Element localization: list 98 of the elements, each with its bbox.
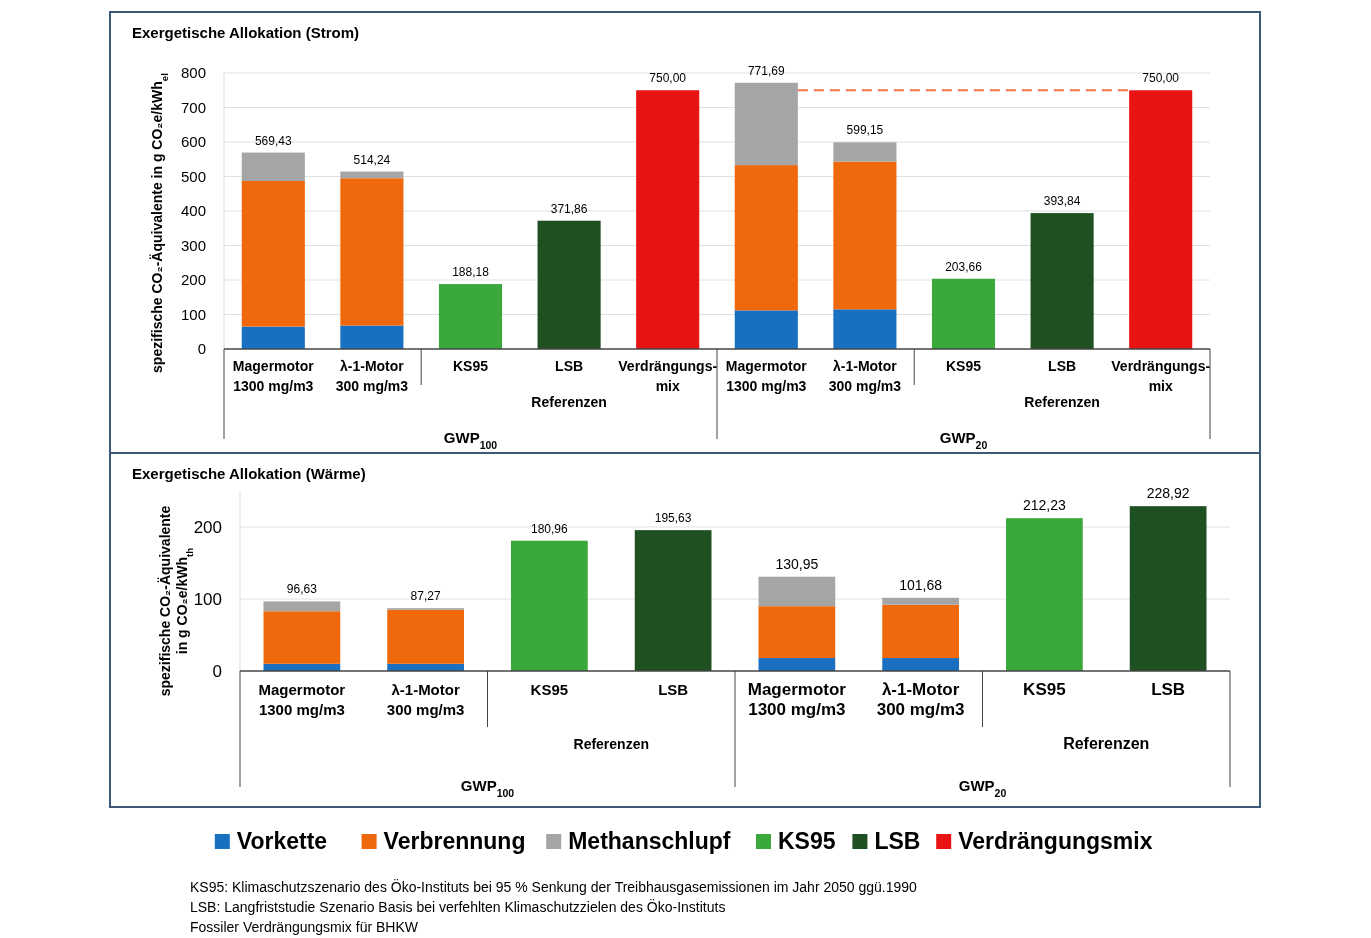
total-label: 212,23 <box>1022 497 1066 514</box>
x-tick-label: LSB <box>555 358 584 374</box>
bar <box>758 658 836 671</box>
x-tick-label: Magermotor 1300 mg/m3 <box>232 358 315 394</box>
text: LSB: Langfriststudie Szenario Basis bei verfehlten Klimaschutzzielen des Öko-Instituts <box>190 898 726 915</box>
legend-label: Methanschlupf <box>568 828 731 854</box>
x-tick-label: KS95 <box>530 681 569 698</box>
bar <box>833 142 897 162</box>
total-label: 750,00 <box>1142 71 1180 86</box>
x-tick-label: LSB <box>1048 358 1077 374</box>
bar <box>758 606 836 659</box>
bar <box>340 325 404 349</box>
bar <box>387 609 464 664</box>
x-tick-label: Magermotor 1300 mg/m3 <box>747 680 847 719</box>
bar <box>882 604 959 659</box>
bar <box>438 284 503 349</box>
bar <box>241 326 305 349</box>
total-label: 130,95 <box>775 555 819 572</box>
legend-label: Verbrennung <box>383 828 526 854</box>
text: GWP$_{20}$ <box>939 429 988 451</box>
bar <box>931 278 996 349</box>
legend-label: Verdrängungsmix <box>958 828 1153 854</box>
y-tick-label: 400 <box>180 202 206 220</box>
total-label: 750,00 <box>649 71 687 86</box>
bar <box>537 220 601 349</box>
y-tick-label: 100 <box>193 589 222 609</box>
bar <box>636 90 700 349</box>
bar <box>734 82 798 166</box>
total-label: 228,92 <box>1146 485 1190 502</box>
text: Referenzen <box>573 736 649 752</box>
bar <box>511 540 588 671</box>
x-tick-label: KS95 <box>452 358 489 374</box>
bar <box>1030 213 1094 349</box>
bar <box>734 165 798 311</box>
legend-label: LSB <box>874 828 921 854</box>
legend-label: Vorkette <box>236 828 328 854</box>
bar <box>1129 90 1193 349</box>
bar <box>882 597 959 605</box>
y-tick-label: 800 <box>180 64 206 82</box>
x-tick-label: Magermotor 1300 mg/m3 <box>725 358 808 394</box>
total-label: 203,66 <box>945 259 983 274</box>
chart-title: Exergetische Allokation (Wärme) <box>132 465 366 482</box>
bar <box>758 576 836 607</box>
x-tick-label: Verdrängungs- mix <box>1111 358 1211 394</box>
bar <box>833 161 897 310</box>
bar <box>241 180 305 327</box>
total-label: 371,86 <box>550 201 588 216</box>
total-label: 599,15 <box>846 123 884 138</box>
text: GWP$_{100}$ <box>443 429 498 451</box>
y-tick-label: 0 <box>212 661 222 681</box>
total-label: 195,63 <box>654 511 692 526</box>
total-label: 393,84 <box>1043 194 1081 209</box>
y-tick-label: 600 <box>180 133 206 151</box>
bar <box>263 611 341 664</box>
bar <box>833 309 897 349</box>
bar <box>340 171 404 179</box>
x-tick-label: λ-1-Motor 300 mg/m3 <box>335 358 409 394</box>
total-label: 188,18 <box>452 265 490 280</box>
y-tick-label: 200 <box>180 271 206 289</box>
bar <box>1129 506 1207 671</box>
total-label: 569,43 <box>254 133 292 148</box>
total-label: 180,96 <box>531 521 569 536</box>
x-tick-label: Magermotor 1300 mg/m3 <box>258 681 346 718</box>
bar <box>734 310 798 349</box>
x-tick-label: KS95 <box>945 358 982 374</box>
total-label: 514,24 <box>353 152 391 167</box>
text: GWP$_{20}$ <box>958 777 1007 799</box>
y-tick-label: 500 <box>180 167 206 185</box>
bar <box>882 658 959 671</box>
text: Referenzen <box>1063 735 1150 752</box>
x-tick-label: λ-1-Motor 300 mg/m3 <box>876 680 965 719</box>
x-tick-label: λ-1-Motor 300 mg/m3 <box>828 358 902 394</box>
total-label: 101,68 <box>899 576 943 593</box>
total-label: 87,27 <box>410 589 441 604</box>
total-label: 96,63 <box>286 582 318 597</box>
bar <box>263 601 341 612</box>
legend-label: KS95 <box>778 828 836 854</box>
y-tick-label: 200 <box>193 517 222 537</box>
x-tick-label: KS95 <box>1023 680 1066 699</box>
chart-title: Exergetische Allokation (Strom) <box>132 24 359 41</box>
text: Referenzen <box>1024 394 1100 410</box>
x-tick-label: LSB <box>1151 680 1186 699</box>
text: Referenzen <box>531 394 607 410</box>
bar <box>634 530 712 671</box>
text: GWP$_{100}$ <box>460 777 515 799</box>
total-label: 771,69 <box>747 63 785 78</box>
bar <box>340 178 404 326</box>
y-tick-label: 100 <box>180 305 206 323</box>
bar <box>241 152 305 181</box>
bar <box>1006 518 1083 671</box>
x-tick-label: LSB <box>658 681 689 698</box>
y-tick-label: 700 <box>180 98 206 116</box>
text: KS95: Klimaschutzszenario des Öko-Instituts bei 95 % Senkung der Treibhausgasemissionen im Jahr 2050 ggü.1990 <box>190 878 918 895</box>
x-tick-label: λ-1-Motor 300 mg/m3 <box>386 681 465 718</box>
y-tick-label: 300 <box>180 236 206 254</box>
x-tick-label: Verdrängungs- mix <box>618 358 718 394</box>
y-tick-label: 0 <box>197 340 206 358</box>
text: Fossiler Verdrängungsmix für BHKW <box>190 919 419 935</box>
